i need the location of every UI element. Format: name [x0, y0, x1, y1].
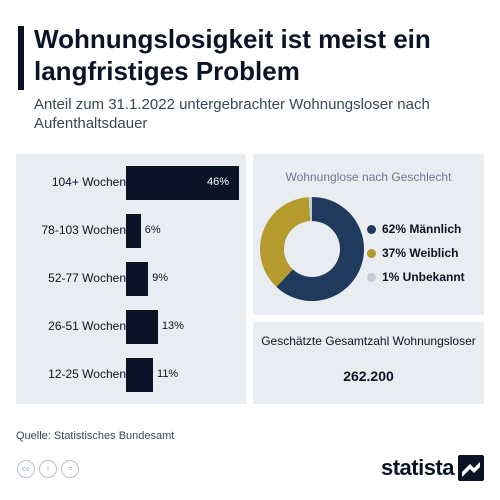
legend-label: 1% Unbekannt — [382, 270, 465, 284]
source-note: Quelle: Statistisches Bundesamt — [16, 430, 175, 442]
bar-category-label: 104+ Wochen — [51, 175, 126, 189]
legend-item: 62% Männlich — [367, 217, 465, 241]
logo-text: statista — [380, 455, 455, 480]
bar-value-label: 11% — [157, 368, 179, 380]
nd-icon: = — [61, 460, 79, 478]
legend-dot-icon — [367, 248, 376, 258]
bar-value-label: 13% — [161, 320, 184, 332]
legend-item: 37% Weiblich — [367, 241, 465, 265]
donut-legend: 62% Männlich 37% Weiblich 1% Unbekannt — [367, 217, 465, 289]
donut-chart-panel: Wohnunglose nach Geschlecht 62% Männlich… — [253, 154, 484, 315]
bar-category-label: 52-77 Wochen — [48, 271, 126, 285]
bar-category-label: 12-25 Wochen — [48, 367, 126, 381]
page-title: Wohnungslosigkeit ist meist ein langfris… — [34, 24, 431, 86]
bar-value-label: 6% — [144, 224, 161, 236]
donut-chart — [260, 197, 364, 301]
logo-mark-icon — [458, 455, 484, 481]
donut-slice-weiblich — [260, 197, 311, 287]
donut-slice-männlich — [276, 197, 364, 301]
bar-chart-panel: 104+ Wochen 46% 78-103 Wochen 6% 52-77 Woche… — [16, 154, 246, 404]
total-panel: Geschätzte Gesamtzahl Wohnungsloser 262.… — [253, 322, 484, 404]
bar — [126, 214, 141, 248]
legend-dot-icon — [367, 272, 376, 282]
bar — [126, 310, 158, 344]
title-accent-bar — [18, 26, 24, 90]
page-subtitle: Anteil zum 31.1.2022 untergebrachter Woh… — [34, 96, 430, 132]
bar-category-label: 78-103 Wochen — [41, 223, 126, 237]
bar-value-label: 9% — [152, 272, 168, 284]
legend-dot-icon — [367, 224, 376, 234]
statista-logo: statista — [381, 455, 484, 481]
bar-value-label: 46% — [207, 176, 230, 188]
cc-icon: cc — [17, 460, 35, 478]
donut-slice-unbekannt — [308, 197, 312, 222]
total-label: Geschätzte Gesamtzahl Wohnungsloser — [261, 334, 476, 348]
bar — [126, 166, 239, 200]
bar-category-label: 26-51 Wochen — [48, 319, 126, 333]
license-icons: cc i = — [17, 460, 83, 478]
bar — [126, 358, 154, 392]
donut-chart-title: Wohnunglose nach Geschlecht — [285, 170, 452, 184]
total-value: 262.200 — [343, 368, 394, 384]
legend-label: 37% Weiblich — [382, 246, 459, 260]
by-icon: i — [39, 460, 57, 478]
legend-item: 1% Unbekannt — [367, 265, 465, 289]
bar — [126, 262, 149, 296]
legend-label: 62% Männlich — [382, 222, 462, 236]
